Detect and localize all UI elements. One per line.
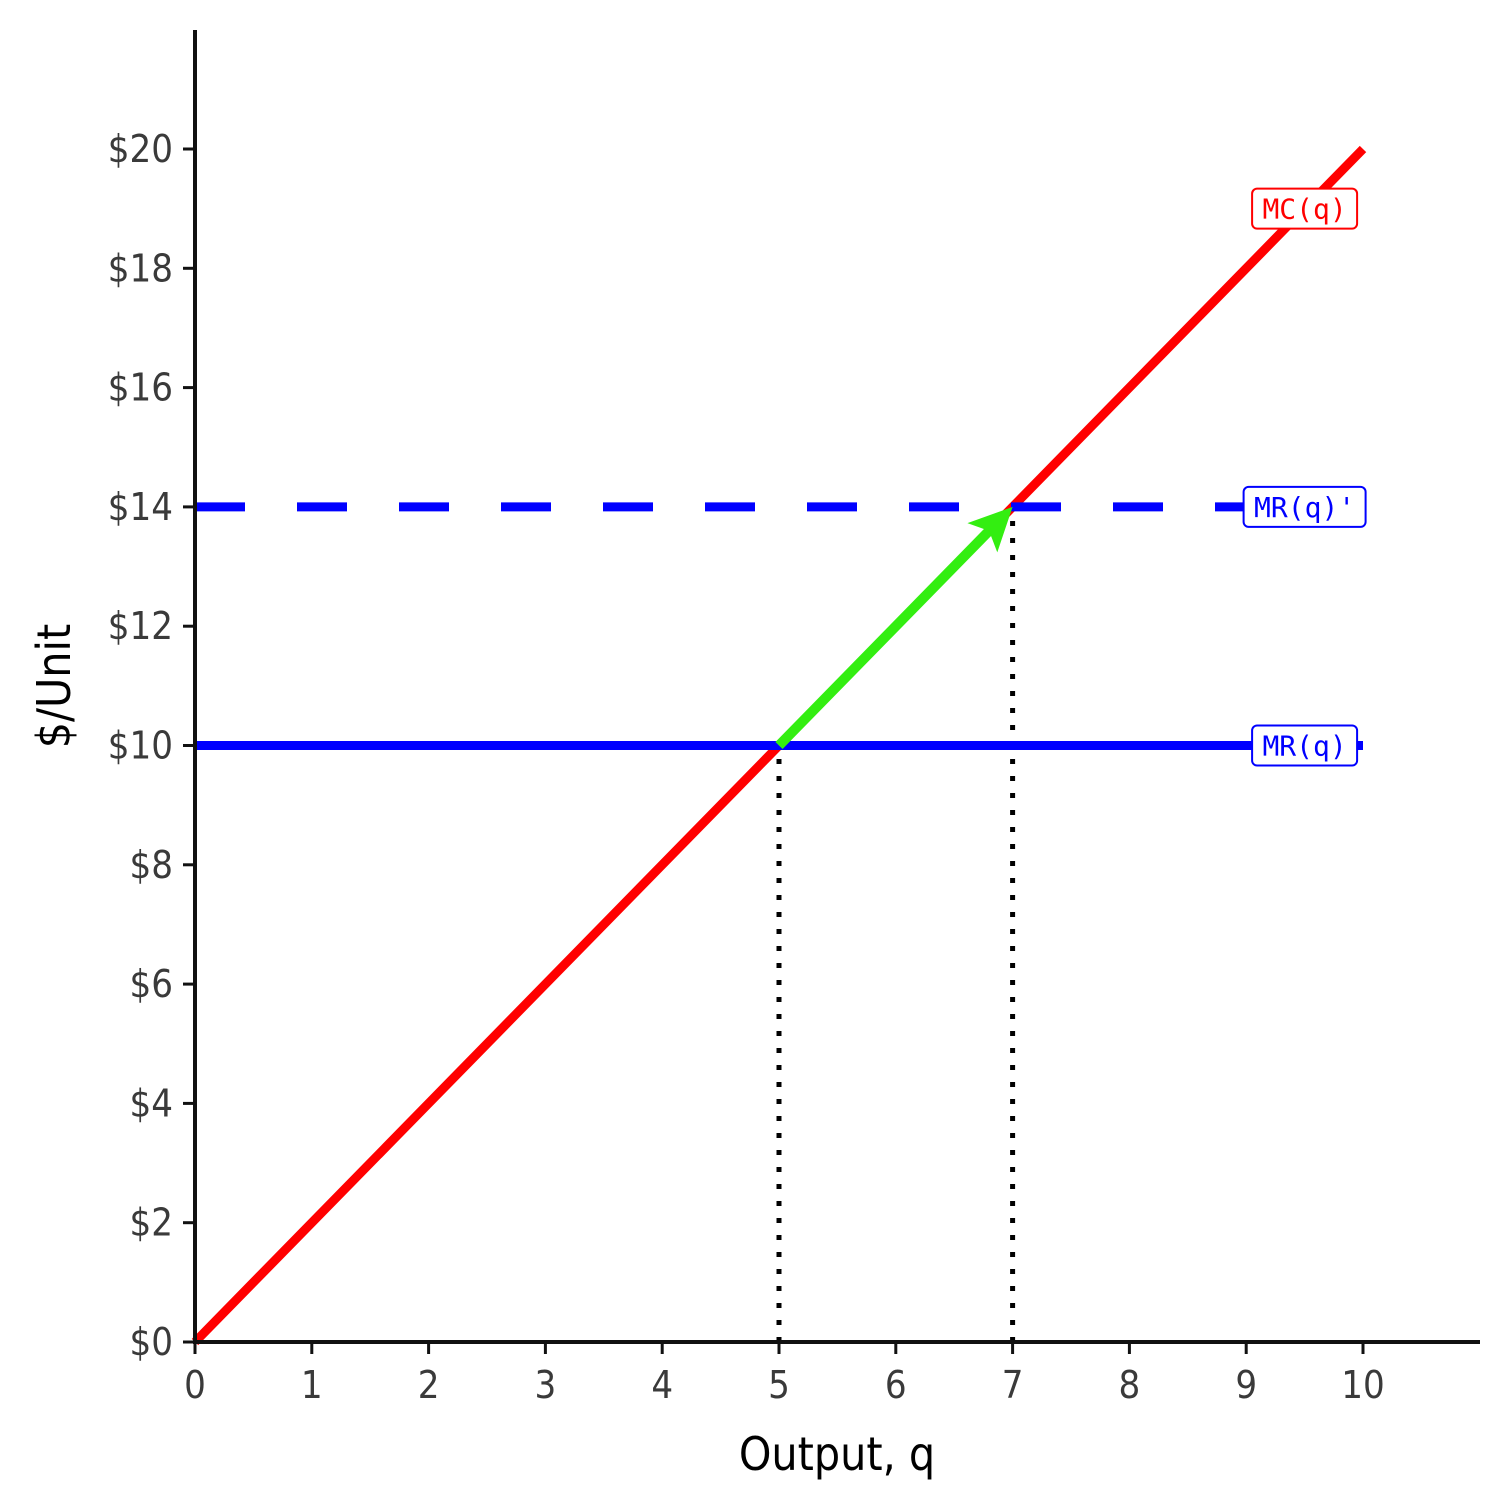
x-tick-label: 4 [651,1363,673,1407]
series-label-box [1242,485,1367,528]
series-label: MC(q) [1262,193,1346,226]
y-axis-title: $/Unit [27,624,81,749]
series-labels: MC(q) MR(q) MR(q)' [1242,187,1367,767]
y-tick-label: $20 [108,127,173,171]
x-tick-label: 0 [184,1363,206,1407]
series-label: MR(q)' [1254,491,1355,524]
y-tick-label: $18 [108,246,173,290]
y-tick-label: $4 [130,1081,174,1125]
y-tick-label: $14 [108,485,173,529]
series-label: MR(q) [1262,730,1346,763]
x-tick-label: 7 [1002,1363,1024,1407]
x-tick-label: 5 [768,1363,790,1407]
y-tick-label: $2 [130,1201,174,1245]
series-label-box [1251,187,1359,230]
x-tick-label: 9 [1235,1363,1257,1407]
y-tick-label: $6 [130,962,174,1006]
x-tick-label: 1 [301,1363,323,1407]
reference-lines [776,506,1016,1342]
arrow-shaft [775,527,993,749]
x-tick-label: 10 [1341,1363,1385,1407]
axes: 0 1 2 3 4 5 6 7 8 9 10 $0 $2 $4 $6 $8 $10 $12 $14 $16 $18 $20 [108,30,1480,1407]
x-tick-label: 3 [535,1363,557,1407]
y-tick-label: $8 [130,843,174,887]
y-tick-label: $10 [108,724,173,768]
y-tick-label: $12 [108,604,173,648]
arrow-head [967,506,1013,553]
x-tick-label: 8 [1119,1363,1141,1407]
x-tick-label: 2 [418,1363,440,1407]
x-tick-label: 6 [885,1363,907,1407]
series-label-box [1251,724,1359,767]
arrow-group [775,506,1013,749]
x-axis-title: Output, q [739,1427,935,1481]
y-tick-label: $16 [108,366,173,410]
y-tick-label: $0 [130,1320,174,1364]
